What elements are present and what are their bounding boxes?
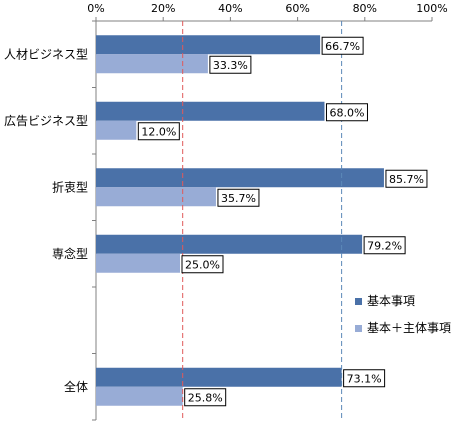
data-label-box	[363, 236, 406, 255]
bar	[96, 187, 216, 207]
data-label-box	[343, 369, 386, 388]
x-tick-label: 40%	[218, 2, 242, 15]
data-label: 68.0%	[330, 106, 365, 119]
x-tick-label: 60%	[285, 2, 309, 15]
bar	[96, 168, 384, 188]
category-label: 人材ビジネス型	[4, 47, 88, 61]
data-label-box	[184, 388, 227, 407]
data-label: 85.7%	[389, 173, 424, 186]
x-tick-label: 100%	[416, 2, 447, 15]
category-label: 折衷型	[52, 179, 88, 194]
x-tick-label: 80%	[353, 2, 377, 15]
data-label-box	[181, 255, 224, 274]
data-label: 25.0%	[185, 258, 220, 271]
bar	[96, 120, 137, 140]
legend-swatch	[355, 298, 362, 305]
bar	[96, 367, 342, 387]
data-label-box	[385, 169, 428, 188]
data-label: 79.2%	[367, 239, 402, 252]
data-label: 66.7%	[325, 40, 360, 53]
data-label: 35.7%	[221, 192, 256, 205]
data-label-box	[321, 36, 364, 55]
data-label: 25.8%	[188, 391, 223, 404]
bar	[96, 386, 183, 406]
data-label: 33.3%	[213, 59, 248, 72]
data-label-box	[137, 122, 180, 141]
data-label-box	[209, 55, 252, 74]
data-label-box	[325, 103, 368, 122]
bars-layer	[96, 35, 384, 406]
bar	[96, 101, 325, 121]
legend-label: 基本事項	[367, 294, 415, 308]
data-label-box	[217, 188, 260, 207]
data-labels: 66.7% 33.3% 68.0% 12.0% 85.7% 35.7% 79.2% 25.0%…	[137, 36, 428, 407]
legend-label: 基本＋主体事項	[367, 321, 451, 335]
x-tick-label: 0%	[87, 2, 104, 15]
category-label: 全体	[64, 379, 88, 394]
bar	[96, 234, 363, 254]
data-label: 12.0%	[141, 125, 176, 138]
data-label: 73.1%	[347, 372, 382, 385]
legend-swatch	[355, 325, 362, 332]
bar	[96, 253, 180, 273]
reference-lines	[182, 21, 343, 420]
bar	[96, 35, 321, 55]
bar	[96, 54, 208, 74]
x-tick-label: 20%	[151, 2, 175, 15]
category-label: 広告ビジネス型	[4, 114, 88, 128]
category-label: 専念型	[52, 246, 88, 261]
